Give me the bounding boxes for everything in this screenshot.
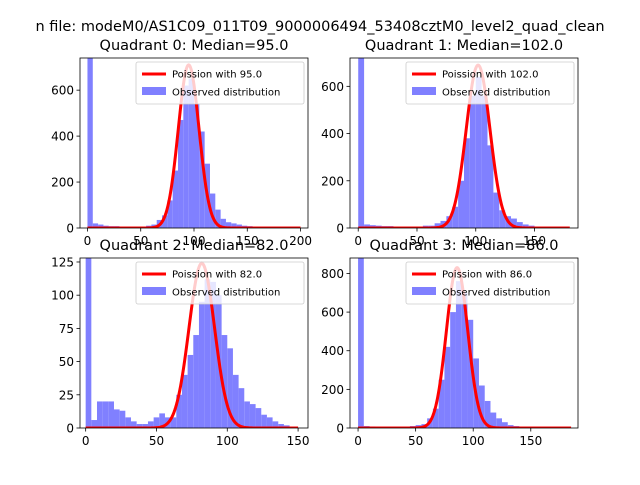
legend: Poission with 86.0 Observed distribution [406,262,574,304]
legend: Poission with 82.0 Observed distribution [136,262,304,304]
hist-bar [239,388,245,428]
y-tick-label: 25 [59,388,74,402]
y-tick-label: 100 [51,289,74,303]
x-tick-label: 50 [408,434,423,448]
hist-bar [125,417,131,428]
x-tick-label: 0 [354,434,362,448]
hist-bar [97,401,103,428]
y-tick-label: 125 [51,255,74,269]
y-tick-label: 75 [59,322,74,336]
hist-bar [358,258,364,428]
hist-bar [267,417,273,428]
y-tick-label: 0 [66,422,74,436]
y-tick-label: 600 [321,80,344,94]
hist-bar [87,58,92,228]
legend-patch-swatch [142,87,166,95]
hist-bar [444,347,450,428]
y-tick-label: 0 [336,222,344,236]
legend-label: Observed distribution [172,88,280,99]
x-tick-label: 150 [519,434,542,448]
legend-label: Observed distribution [442,88,550,99]
legend-patch-swatch [412,87,436,95]
y-tick-label: 400 [321,344,344,358]
legend-label: Observed distribution [172,288,280,299]
x-tick-label: 100 [462,434,485,448]
hist-bar [120,411,126,428]
hist-bar [470,96,476,228]
legend-label: Poission with 86.0 [442,270,532,281]
hist-bar [358,58,364,228]
y-tick-label: 600 [51,84,74,98]
x-tick-label: 50 [149,434,164,448]
hist-bar [188,355,194,428]
hist-bar [114,409,120,428]
hist-bar [183,86,188,228]
hist-bar [182,375,188,428]
x-tick-label: 200 [289,234,312,248]
subplot-title: Quadrant 0: Median=95.0 [100,38,289,54]
hist-bar [199,302,205,428]
x-tick-label: 0 [84,234,92,248]
hist-bar [108,401,114,428]
legend-label: Poission with 95.0 [172,70,262,81]
legend: Poission with 95.0 Observed distribution [136,62,304,104]
hist-bar [244,401,250,428]
y-tick-label: 200 [321,383,344,397]
hist-bar [256,408,262,428]
y-tick-label: 200 [321,174,344,188]
legend-label: Poission with 102.0 [442,70,538,81]
legend-label: Poission with 82.0 [172,270,262,281]
hist-bar [193,335,199,428]
y-tick-label: 800 [321,267,344,281]
subplot-title: Quadrant 1: Median=102.0 [365,38,563,54]
hist-bar [86,258,92,428]
hist-bar [450,312,456,428]
legend: Poission with 102.0 Observed distribution [406,62,574,104]
x-tick-label: 150 [287,434,310,448]
y-tick-label: 600 [321,306,344,320]
hist-bar [250,404,256,428]
hist-bar [482,96,488,228]
subplot-title: Quadrant 3: Median=86.0 [370,238,559,254]
legend-label: Observed distribution [442,288,550,299]
y-tick-label: 50 [59,355,74,369]
y-tick-label: 400 [51,130,74,144]
x-tick-label: 100 [216,434,239,448]
y-tick-label: 200 [51,176,74,190]
subplot-title: Quadrant 2: Median=82.0 [100,238,289,254]
x-tick-label: 0 [82,434,90,448]
legend-patch-swatch [412,287,436,295]
figure-title: n file: modeM0/AS1C09_011T09_9000006494_… [35,19,604,35]
y-tick-label: 400 [321,127,344,141]
hist-bar [103,401,109,428]
y-tick-label: 0 [336,422,344,436]
x-tick-label: 0 [354,234,362,248]
y-tick-label: 0 [66,222,74,236]
hist-bar [493,193,499,228]
hist-bar [261,415,267,428]
legend-patch-swatch [142,287,166,295]
